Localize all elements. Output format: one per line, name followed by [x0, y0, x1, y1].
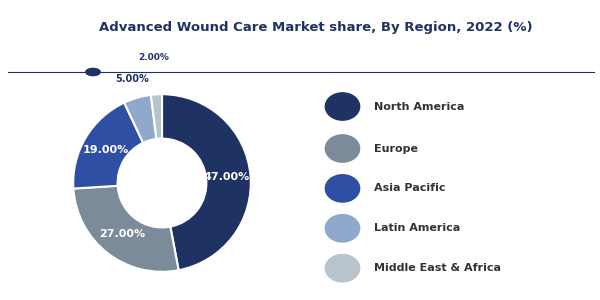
Text: PRECEDENCE: PRECEDENCE: [16, 20, 77, 29]
Text: 5.00%: 5.00%: [115, 74, 149, 84]
Text: 2.00%: 2.00%: [139, 53, 170, 62]
Text: North America: North America: [374, 101, 464, 112]
Circle shape: [325, 93, 359, 120]
Wedge shape: [151, 94, 162, 139]
Circle shape: [325, 175, 359, 202]
Text: Latin America: Latin America: [374, 223, 460, 233]
Circle shape: [325, 254, 359, 282]
Text: Advanced Wound Care Market share, By Region, 2022 (%): Advanced Wound Care Market share, By Reg…: [99, 21, 533, 34]
Circle shape: [325, 215, 359, 242]
Wedge shape: [124, 95, 157, 143]
Text: 27.00%: 27.00%: [99, 229, 145, 239]
Text: 19.00%: 19.00%: [83, 145, 130, 155]
Circle shape: [325, 135, 359, 162]
Wedge shape: [162, 94, 251, 270]
Wedge shape: [73, 186, 179, 272]
Wedge shape: [73, 103, 143, 189]
Text: Europe: Europe: [374, 143, 418, 154]
Text: Asia Pacific: Asia Pacific: [374, 183, 446, 194]
Text: Middle East & Africa: Middle East & Africa: [374, 263, 501, 273]
Text: 47.00%: 47.00%: [203, 172, 250, 182]
Text: RESEARCH: RESEARCH: [22, 49, 71, 58]
